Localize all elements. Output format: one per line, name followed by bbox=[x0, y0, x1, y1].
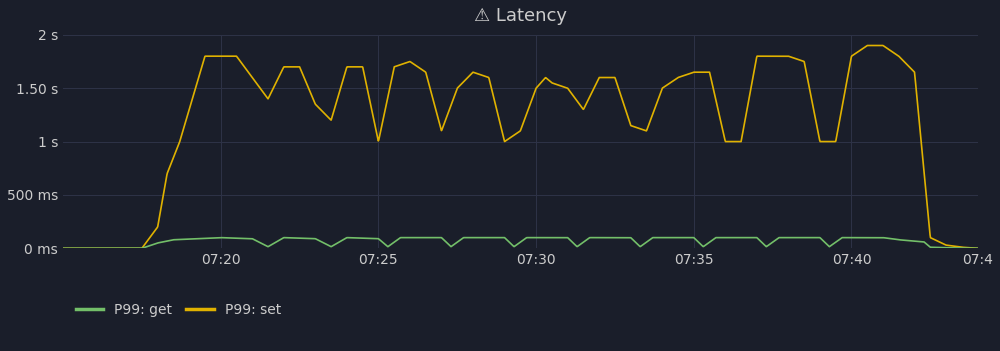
Title: ⚠ Latency: ⚠ Latency bbox=[474, 7, 567, 25]
Legend: P99: get, P99: set: P99: get, P99: set bbox=[70, 297, 287, 323]
